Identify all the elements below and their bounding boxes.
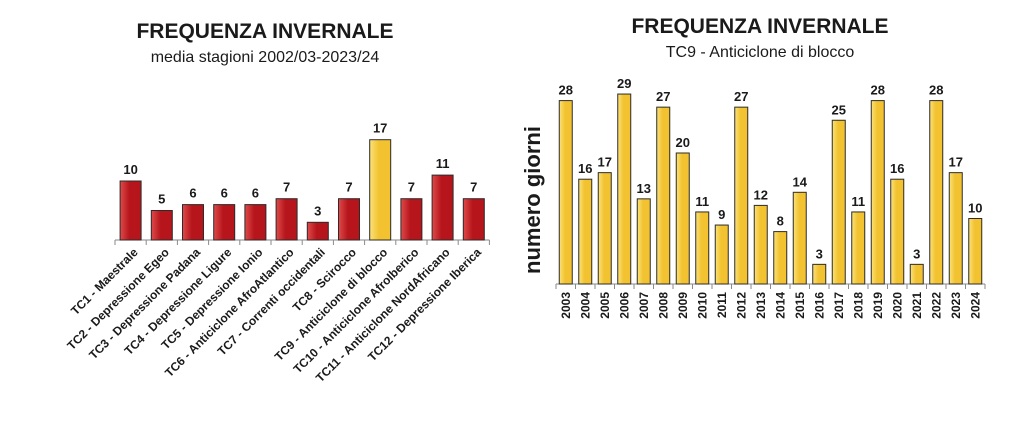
chart-right-bar <box>831 119 846 285</box>
chart-right-bar <box>968 218 983 285</box>
chart-left-value-label: 3 <box>314 203 321 218</box>
chart-left-bar <box>306 221 329 241</box>
chart-right-category-label: 2022 <box>929 292 943 319</box>
chart-right-bar <box>636 198 651 285</box>
chart-right-value-label: 16 <box>578 161 592 176</box>
chart-right-bar <box>617 93 632 285</box>
chart-right-value-label: 20 <box>676 135 690 150</box>
chart-right-category-label: 2024 <box>968 292 982 319</box>
chart-right-category-label: 2012 <box>734 292 748 319</box>
chart-right-value-label: 8 <box>777 214 784 229</box>
chart-right-bar <box>870 100 885 285</box>
chart-right-value-label: 28 <box>929 83 943 98</box>
chart-right-category-label: 2004 <box>578 292 592 319</box>
chart-right-category-label: 2017 <box>832 292 846 319</box>
chart-left-value-label: 7 <box>345 180 352 195</box>
chart-right-category-label: 2023 <box>949 292 963 319</box>
chart-left-bar <box>213 204 236 241</box>
chart-right-value-label: 12 <box>754 187 768 202</box>
chart-right-value-label: 28 <box>871 83 885 98</box>
chart-right-value-label: 16 <box>890 161 904 176</box>
chart-left-value-label: 5 <box>158 192 165 207</box>
chart-right-title: FREQUENZA INVERNALE <box>631 15 888 38</box>
chart-right-value-label: 27 <box>656 89 670 104</box>
chart-right-category-label: 2016 <box>812 292 826 319</box>
chart-right-value-label: 17 <box>949 155 963 170</box>
chart-right-bar <box>909 263 924 285</box>
chart-right-bar <box>773 231 788 285</box>
chart-left-value-label: 6 <box>189 186 196 201</box>
chart-right-value-label: 29 <box>617 76 631 91</box>
chart-right-category-label: 2020 <box>890 292 904 319</box>
chart-right-bar <box>753 204 768 285</box>
chart-right-value-label: 3 <box>816 246 823 261</box>
chart-right-bar <box>558 100 573 285</box>
chart-right-category-label: 2019 <box>871 292 885 319</box>
chart-right-bar <box>714 224 729 285</box>
chart-left-value-label: 17 <box>373 121 387 136</box>
chart-left-bar <box>338 198 360 241</box>
chart-right-subtitle: TC9 - Anticiclone di blocco <box>666 44 855 61</box>
chart-right-bar <box>597 172 612 285</box>
chart-right-value-label: 9 <box>718 207 725 222</box>
chart-right-value-label: 13 <box>637 181 651 196</box>
chart-left-bar <box>119 180 142 241</box>
chart-right-category-label: 2015 <box>793 292 807 319</box>
chart-left-value-label: 10 <box>123 162 137 177</box>
chart-right-category-label: 2003 <box>559 292 573 319</box>
chart-left-bar <box>462 198 485 241</box>
chart-right-category-label: 2013 <box>754 292 768 319</box>
chart-right-marks: 2820031620041720052920061320072720082020… <box>555 76 986 319</box>
chart-right-bar <box>695 211 710 285</box>
chart-right-category-label: 2008 <box>656 292 670 319</box>
chart-left-value-label: 6 <box>221 186 228 201</box>
chart-left-bar <box>182 204 204 241</box>
chart-right-value-label: 25 <box>832 102 846 117</box>
chart-right-bar <box>578 178 593 285</box>
chart-right-category-label: 2010 <box>695 292 709 319</box>
chart-right-value-label: 11 <box>695 194 709 209</box>
chart-left-value-label: 7 <box>283 180 290 195</box>
chart-right-value-label: 10 <box>968 201 982 216</box>
chart-right-category-label: 2014 <box>773 292 787 319</box>
chart-right-bar <box>851 211 866 285</box>
chart-right-value-label: 17 <box>598 155 612 170</box>
chart-right-bar <box>812 263 827 285</box>
chart-left-value-label: 11 <box>436 156 450 171</box>
chart-left-value-label: 6 <box>252 186 259 201</box>
chart-left-subtitle: media stagioni 2002/03-2023/24 <box>151 49 380 66</box>
chart-left-bar <box>369 139 392 241</box>
chart-right-ylabel: numero giorni <box>520 126 545 274</box>
chart-right-category-label: 2011 <box>715 292 729 318</box>
chart-right-value-label: 14 <box>793 174 808 189</box>
chart-left-value-label: 7 <box>470 180 477 195</box>
chart-right-value-label: 27 <box>734 89 748 104</box>
chart-right-bar <box>656 106 671 285</box>
chart-left-value-label: 7 <box>408 180 415 195</box>
chart-left-bar <box>244 204 267 241</box>
chart-right-bar <box>929 100 944 285</box>
chart-right-category-label: 2018 <box>851 292 865 319</box>
chart-right-bar <box>948 172 963 285</box>
chart-right-bar <box>734 106 749 285</box>
chart-left-bar <box>431 174 454 241</box>
chart-left-bar <box>150 210 173 241</box>
chart-left-bar <box>275 198 298 241</box>
chart-right-bar <box>675 152 690 285</box>
chart-left-bar <box>400 198 423 241</box>
chart-right-value-label: 3 <box>913 246 920 261</box>
chart-right-bar <box>792 191 807 285</box>
chart-right-bar <box>890 178 905 285</box>
chart-right-value-label: 28 <box>559 83 573 98</box>
chart-right-category-label: 2021 <box>910 292 924 319</box>
chart-right-value-label: 11 <box>851 194 865 209</box>
chart-right-category-label: 2007 <box>637 292 651 319</box>
chart-right-category-label: 2009 <box>676 292 690 319</box>
chart-left-title: FREQUENZA INVERNALE <box>136 20 393 43</box>
chart-right-category-label: 2005 <box>598 292 612 319</box>
chart-right-category-label: 2006 <box>617 292 631 319</box>
